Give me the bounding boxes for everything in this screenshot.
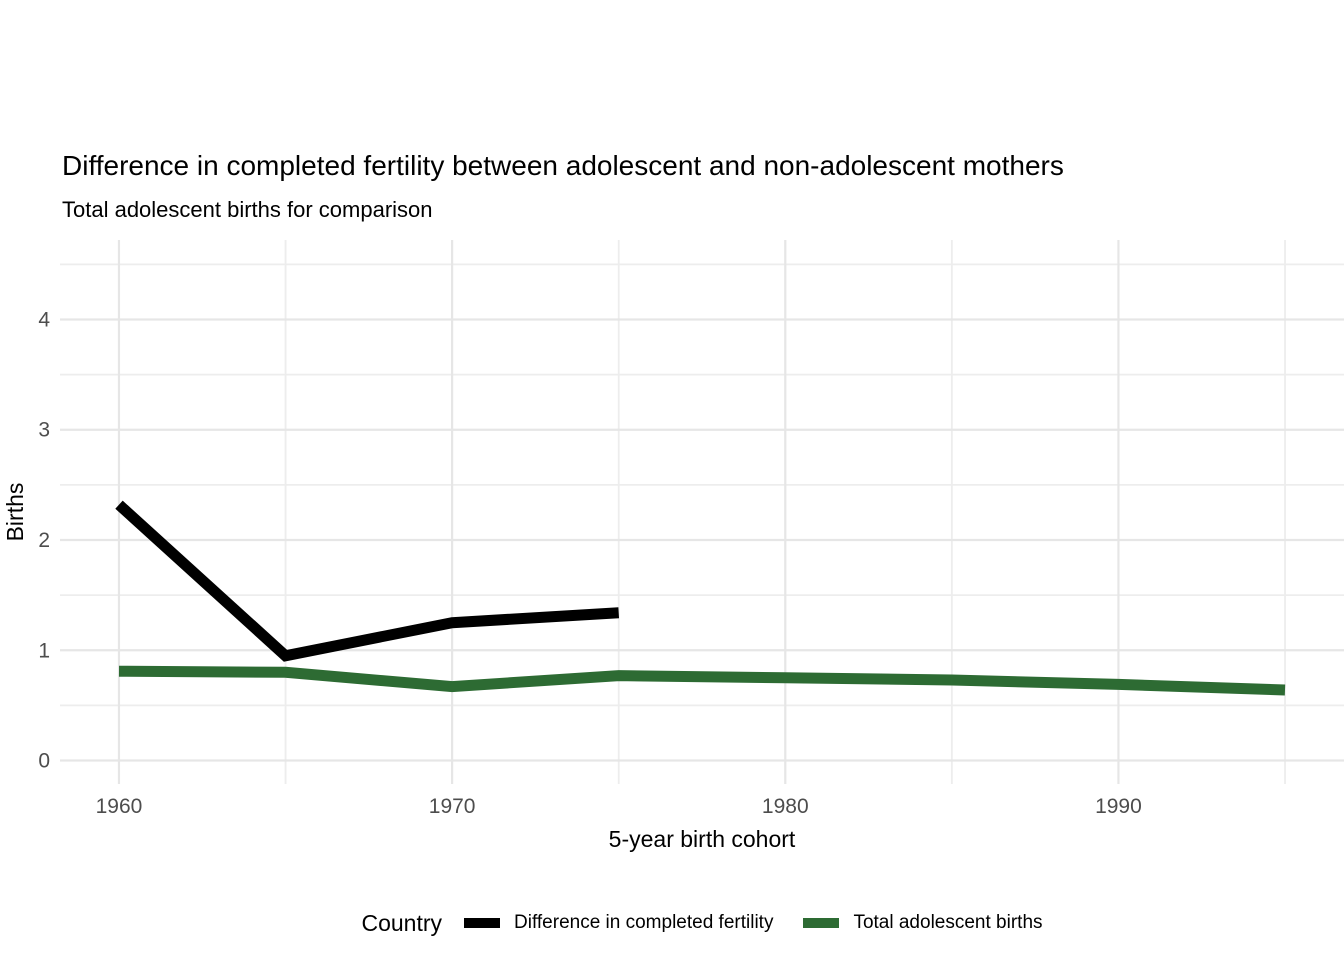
y-tick-label-4: 4 [38, 308, 50, 331]
y-tick-label-3: 3 [38, 419, 50, 442]
x-tick-label-1970: 1970 [429, 795, 476, 818]
legend: Country Difference in completed fertilit… [60, 903, 1344, 943]
gridlines-major [60, 240, 1344, 784]
x-tick-label-1980: 1980 [762, 795, 809, 818]
x-tick-label-1990: 1990 [1095, 795, 1142, 818]
axis-tick-labels: 1960 1970 1980 1990 0 1 2 3 4 [38, 308, 1141, 818]
legend-label-difference: Difference in completed fertility [514, 912, 774, 933]
x-tick-label-1960: 1960 [96, 795, 143, 818]
series-lines [115, 500, 1286, 696]
legend-label-total: Total adolescent births [853, 912, 1043, 933]
legend-swatch-total-icon [803, 918, 840, 928]
series-line-difference-in-completed-fertility [115, 500, 620, 662]
gridlines-minor [60, 240, 1344, 784]
legend-item-total: Total adolescent births [803, 912, 1043, 934]
y-axis-title: Births [2, 482, 28, 542]
x-axis-title: 5-year birth cohort [608, 826, 796, 852]
chart-subtitle: Total adolescent births for comparison [62, 197, 433, 222]
y-tick-label-2: 2 [38, 529, 50, 552]
series-line-total-adolescent-births [118, 665, 1286, 696]
legend-item-difference: Difference in completed fertility [464, 912, 773, 934]
y-tick-label-1: 1 [38, 639, 50, 662]
chart-title: Difference in completed fertility betwee… [62, 150, 1064, 181]
legend-swatch-difference-icon [464, 918, 501, 928]
y-tick-label-0: 0 [38, 750, 50, 773]
legend-title: Country [361, 909, 443, 936]
